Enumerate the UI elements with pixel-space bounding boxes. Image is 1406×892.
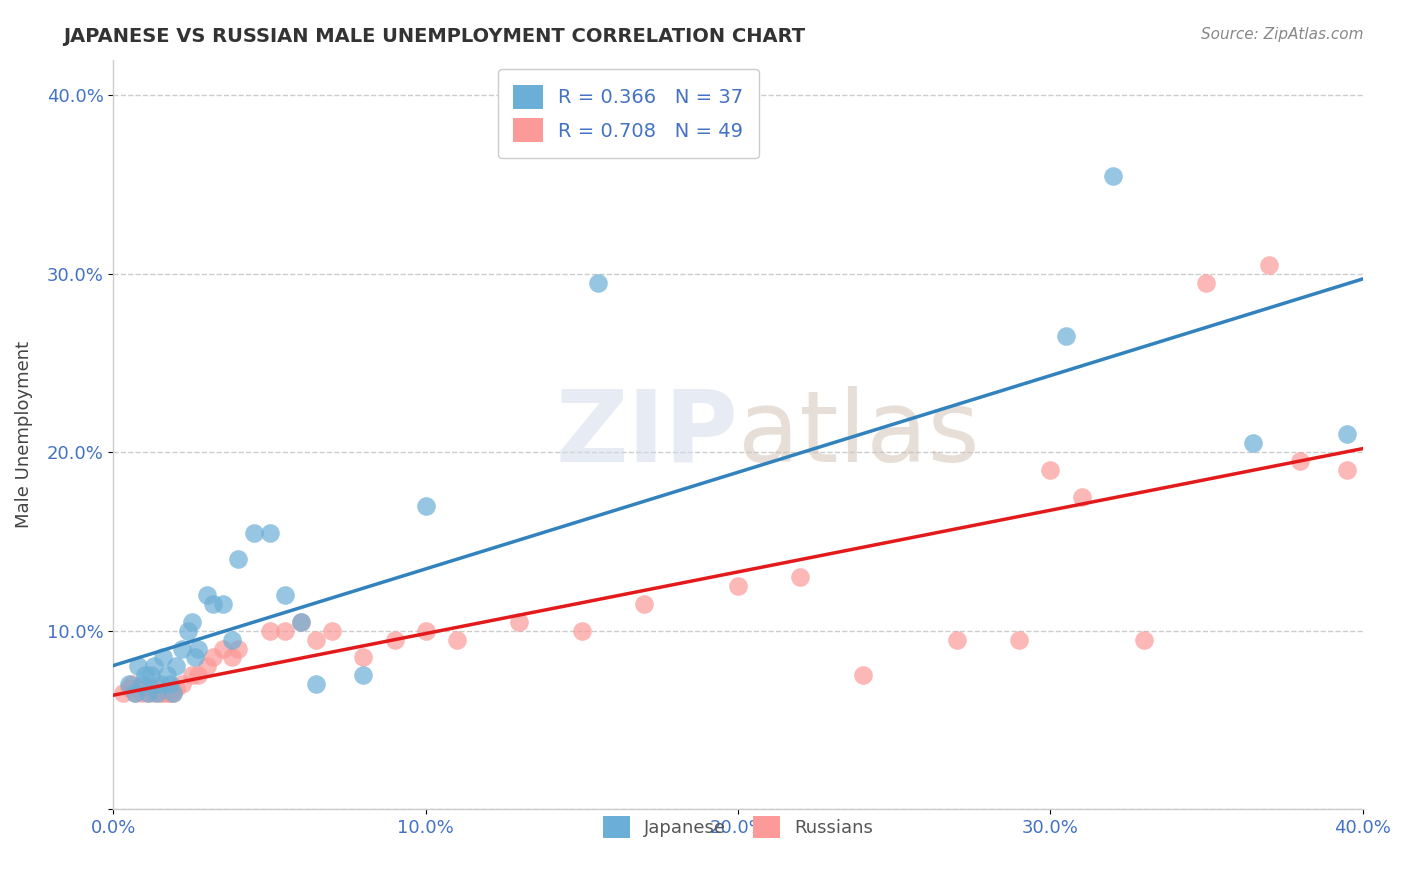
Point — [384, 632, 406, 647]
Point — [146, 686, 169, 700]
Point — [274, 624, 297, 638]
Point — [352, 668, 374, 682]
Point — [1101, 169, 1123, 183]
Point — [1336, 427, 1358, 442]
Text: JAPANESE VS RUSSIAN MALE UNEMPLOYMENT CORRELATION CHART: JAPANESE VS RUSSIAN MALE UNEMPLOYMENT CO… — [63, 27, 806, 45]
Point — [149, 677, 172, 691]
Point — [228, 641, 250, 656]
Point — [136, 686, 159, 700]
Point — [155, 668, 177, 682]
Text: atlas: atlas — [738, 386, 980, 483]
Point — [136, 686, 159, 700]
Legend: Japanese, Russians: Japanese, Russians — [595, 809, 880, 845]
Point — [162, 686, 184, 700]
Point — [121, 677, 143, 691]
Point — [159, 677, 181, 691]
Point — [446, 632, 468, 647]
Point — [172, 677, 194, 691]
Point — [202, 597, 225, 611]
Point — [290, 615, 312, 629]
Point — [1257, 258, 1279, 272]
Point — [127, 659, 149, 673]
Point — [172, 641, 194, 656]
Point — [118, 681, 141, 695]
Text: ZIP: ZIP — [555, 386, 738, 483]
Point — [211, 641, 233, 656]
Point — [789, 570, 811, 584]
Point — [187, 668, 209, 682]
Point — [415, 499, 437, 513]
Point — [259, 525, 281, 540]
Point — [228, 552, 250, 566]
Point — [727, 579, 749, 593]
Point — [852, 668, 875, 682]
Point — [134, 681, 156, 695]
Point — [211, 597, 233, 611]
Point — [1241, 436, 1264, 450]
Point — [180, 615, 202, 629]
Point — [152, 686, 174, 700]
Point — [134, 668, 156, 682]
Point — [180, 668, 202, 682]
Point — [195, 588, 218, 602]
Point — [290, 615, 312, 629]
Point — [221, 632, 243, 647]
Point — [183, 650, 205, 665]
Point — [159, 686, 181, 700]
Point — [1054, 329, 1077, 343]
Point — [1195, 276, 1218, 290]
Point — [305, 677, 328, 691]
Point — [1289, 454, 1312, 468]
Point — [149, 686, 172, 700]
Point — [165, 659, 187, 673]
Point — [586, 276, 609, 290]
Point — [633, 597, 655, 611]
Point — [571, 624, 593, 638]
Point — [131, 677, 153, 691]
Point — [352, 650, 374, 665]
Point — [162, 686, 184, 700]
Point — [165, 681, 187, 695]
Point — [508, 615, 530, 629]
Point — [1070, 490, 1092, 504]
Point — [139, 668, 162, 682]
Point — [152, 650, 174, 665]
Point — [187, 641, 209, 656]
Point — [945, 632, 967, 647]
Point — [1133, 632, 1156, 647]
Text: Source: ZipAtlas.com: Source: ZipAtlas.com — [1201, 27, 1364, 42]
Point — [127, 681, 149, 695]
Point — [155, 686, 177, 700]
Point — [177, 624, 200, 638]
Point — [321, 624, 343, 638]
Point — [131, 686, 153, 700]
Point — [415, 624, 437, 638]
Point — [221, 650, 243, 665]
Point — [143, 659, 166, 673]
Point — [146, 681, 169, 695]
Point — [305, 632, 328, 647]
Point — [143, 686, 166, 700]
Point — [195, 659, 218, 673]
Point — [243, 525, 266, 540]
Point — [1008, 632, 1031, 647]
Point — [259, 624, 281, 638]
Point — [1039, 463, 1062, 477]
Point — [124, 686, 146, 700]
Point — [111, 686, 134, 700]
Point — [274, 588, 297, 602]
Point — [1336, 463, 1358, 477]
Point — [202, 650, 225, 665]
Y-axis label: Male Unemployment: Male Unemployment — [15, 341, 32, 528]
Point — [124, 686, 146, 700]
Point — [118, 677, 141, 691]
Point — [139, 681, 162, 695]
